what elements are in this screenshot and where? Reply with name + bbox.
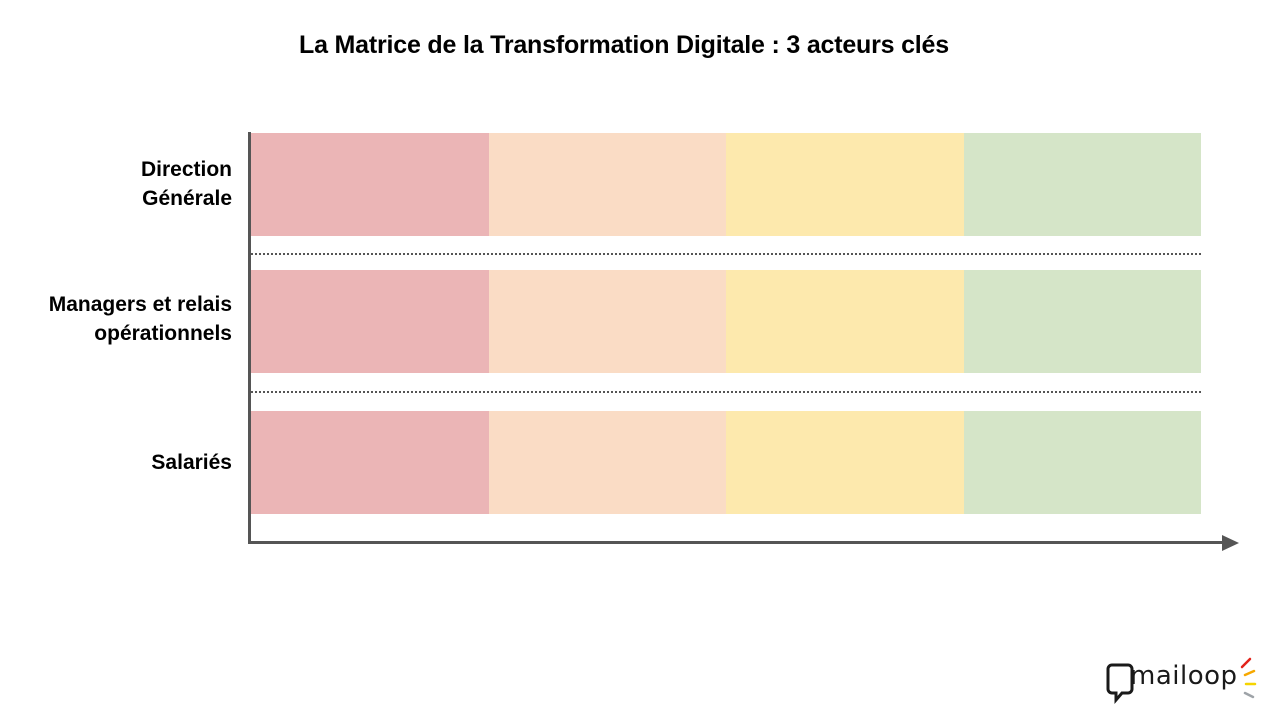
row-label-line: opérationnels bbox=[94, 322, 232, 345]
row-label-salaries: Salariés bbox=[151, 448, 232, 477]
logo-accent-ray bbox=[1243, 691, 1255, 699]
row-label-managers: Managers et relais opérationnels bbox=[49, 290, 232, 348]
x-axis-line bbox=[248, 541, 1226, 544]
stage-cell-3 bbox=[726, 411, 964, 514]
y-axis-line bbox=[248, 132, 251, 544]
stage-cell-2 bbox=[488, 133, 726, 236]
row-label-direction: Direction Générale bbox=[141, 155, 232, 213]
stage-cell-4 bbox=[963, 133, 1201, 236]
row-band-direction bbox=[251, 133, 1201, 236]
stage-cell-1 bbox=[251, 133, 489, 236]
stage-cell-2 bbox=[488, 411, 726, 514]
diagram-title: La Matrice de la Transformation Digitale… bbox=[299, 31, 949, 59]
logo-accent-ray bbox=[1240, 657, 1252, 669]
stage-cell-4 bbox=[963, 411, 1201, 514]
row-separator bbox=[251, 253, 1201, 255]
row-label-line: Direction bbox=[140, 158, 232, 181]
logo-accent-ray bbox=[1243, 669, 1256, 677]
stage-cell-3 bbox=[726, 270, 964, 373]
row-band-salaries bbox=[251, 411, 1201, 514]
row-separator bbox=[251, 391, 1201, 393]
speech-bubble-icon bbox=[1106, 657, 1257, 705]
stage-cell-1 bbox=[251, 411, 489, 514]
logo-text: mailoop bbox=[1130, 661, 1238, 691]
row-label-line: Générale bbox=[142, 187, 232, 210]
x-axis-arrow-icon bbox=[1222, 535, 1239, 551]
stage-cell-4 bbox=[963, 270, 1201, 373]
stage-cell-1 bbox=[251, 270, 489, 373]
row-label-line: Managers et relais bbox=[48, 293, 232, 316]
stage-cell-2 bbox=[488, 270, 726, 373]
row-label-line: Salariés bbox=[151, 451, 232, 474]
mailoop-logo: mailoop bbox=[1106, 655, 1261, 711]
row-band-managers bbox=[251, 270, 1201, 373]
stage-cell-3 bbox=[726, 133, 964, 236]
